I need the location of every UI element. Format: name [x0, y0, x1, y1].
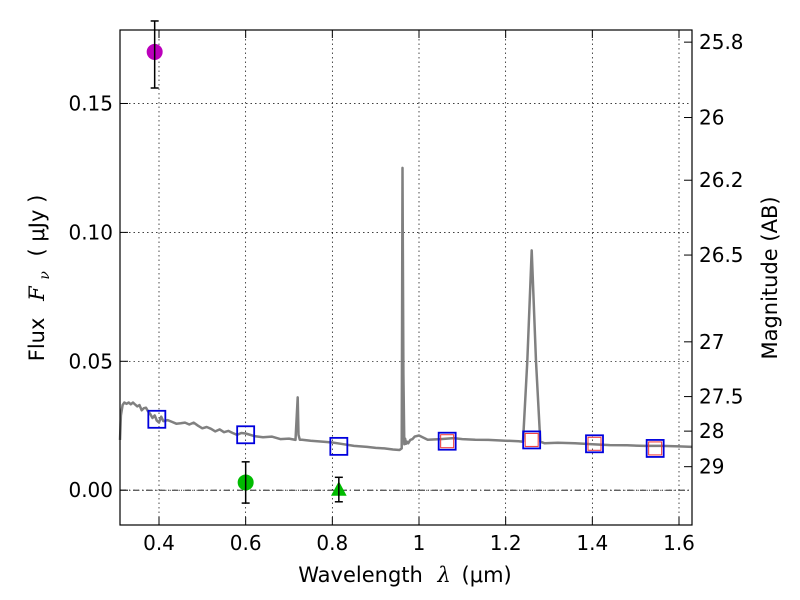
x-axis-label-prefix: Wavelength [298, 563, 423, 587]
model-photometry-box [522, 430, 542, 450]
y2-tick-label: 29 [699, 455, 724, 479]
x-axis-label-unit: (μm) [462, 563, 512, 587]
y-axis-label: Flux F ν ( μJy ) [25, 195, 54, 362]
x-tick-label: 0.6 [230, 531, 262, 555]
y2-tick-label: 28 [699, 419, 724, 443]
model-photometry-box [585, 434, 604, 454]
model-photometry-box [645, 439, 665, 458]
y-tick-label: 0.15 [68, 91, 113, 115]
y-tick-label: 0.00 [68, 478, 113, 502]
y2-tick-label: 27.5 [699, 385, 744, 409]
y-axis-label-unit: ( μJy ) [25, 195, 49, 257]
y2-tick-label: 26.2 [699, 168, 744, 192]
model-photometry-inner-box [440, 434, 455, 449]
x-tick-label: 0.4 [143, 531, 175, 555]
y2-tick-label: 25.8 [699, 30, 744, 54]
model-photometry-inner-box [648, 441, 663, 456]
y2-tick-label: 26.5 [699, 243, 744, 267]
axis-ticks: 0.4 0.6 0.8 1 1.2 1.4 1.6 0.00 0.05 0.10 0.15 25.8 2… [68, 30, 744, 555]
x-tick-label: 0.8 [316, 531, 348, 555]
model-photometry-box [329, 436, 349, 456]
model-photometry-box [147, 409, 167, 429]
model-photometry-box [437, 431, 457, 451]
data-marks [146, 20, 665, 504]
y2-tick-label: 26 [699, 106, 724, 130]
spectrum-line [118, 166, 693, 452]
x-tick-label: 1.6 [663, 531, 695, 555]
y-axis-label-subscript: ν [37, 271, 53, 280]
x-axis-label-symbol: λ [437, 563, 451, 587]
y-axis-label-prefix: Flux [25, 318, 49, 362]
model-photometry-inner-box [587, 436, 602, 451]
y-tick-label: 0.10 [68, 220, 113, 244]
x-axis-label: Wavelength λ (μm) [298, 563, 511, 587]
x-tick-label: 1.4 [576, 531, 608, 555]
y2-axis-label: Magnitude (AB) [758, 196, 782, 359]
grid-lines [120, 30, 692, 525]
model-photometry-box [236, 425, 256, 445]
plot-frame [119, 29, 693, 526]
x-tick-label: 1 [413, 531, 426, 555]
x-tick-label: 1.2 [490, 531, 522, 555]
model-photometry-inner-box [524, 432, 539, 447]
y-axis-label-symbol: F [25, 285, 49, 302]
y-tick-label: 0.05 [68, 349, 113, 373]
y2-tick-label: 27 [699, 330, 724, 354]
